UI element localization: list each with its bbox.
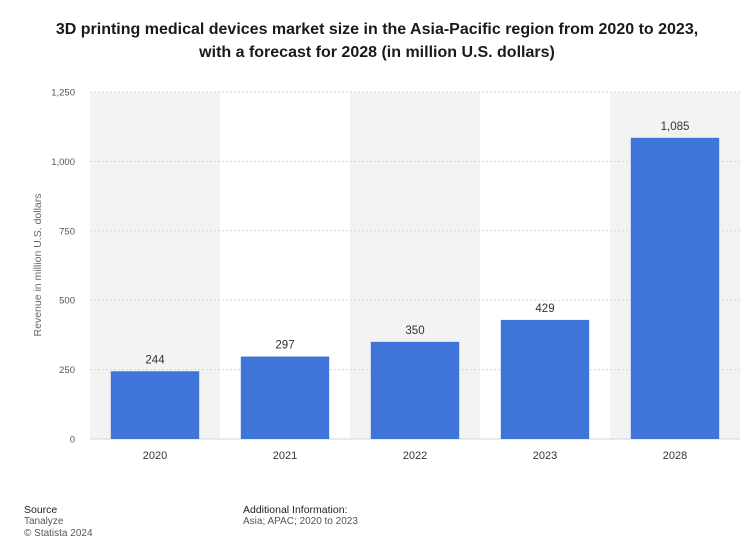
chart-title: 3D printing medical devices market size … (0, 18, 754, 64)
value-labels: 244 297 350 429 1,085 (145, 121, 689, 366)
y-tick-label: 1,250 (51, 88, 75, 99)
x-axis-ticks: 2020 2021 2022 2023 2028 (143, 450, 687, 462)
source-name[interactable]: Tanalyze (24, 516, 64, 527)
y-axis-label: Revenue in million U.S. dollars (32, 194, 44, 337)
x-tick-label: 2022 (403, 450, 427, 462)
bar-2022[interactable] (370, 341, 460, 439)
value-label: 1,085 (661, 121, 690, 133)
copyright: © Statista 2024 (24, 528, 93, 539)
source-heading: Source (24, 504, 58, 516)
y-tick-label: 750 (59, 226, 75, 237)
source-block: Source Tanalyze © Statista 2024 (24, 504, 93, 540)
value-label: 429 (535, 303, 554, 315)
chart-title-line-1: 3D printing medical devices market size … (55, 21, 699, 38)
value-label: 350 (405, 325, 424, 337)
chart-title-line-2: with a forecast for 2028 (in million U.S… (199, 44, 555, 61)
bar-2028[interactable] (630, 137, 720, 439)
additional-info-block: Additional Information: Asia; APAC; 2020… (243, 504, 358, 528)
x-tick-label: 2020 (143, 450, 167, 462)
value-label: 297 (275, 340, 294, 352)
y-tick-label: 1,000 (51, 157, 75, 168)
x-tick-label: 2023 (533, 450, 557, 462)
additional-info-heading: Additional Information: (243, 504, 348, 516)
y-tick-label: 250 (59, 365, 75, 376)
bar-2023[interactable] (500, 319, 590, 439)
y-tick-label: 500 (59, 296, 75, 307)
bar-2020[interactable] (110, 371, 200, 439)
value-label: 244 (145, 354, 165, 366)
x-tick-label: 2021 (273, 450, 297, 462)
y-tick-label: 0 (70, 435, 75, 446)
bars (110, 137, 720, 439)
x-tick-label: 2028 (663, 450, 687, 462)
additional-info-text: Asia; APAC; 2020 to 2023 (243, 516, 358, 527)
y-axis-ticks: 0 250 500 750 1,000 1,250 (51, 88, 75, 446)
bar-2021[interactable] (240, 356, 330, 439)
